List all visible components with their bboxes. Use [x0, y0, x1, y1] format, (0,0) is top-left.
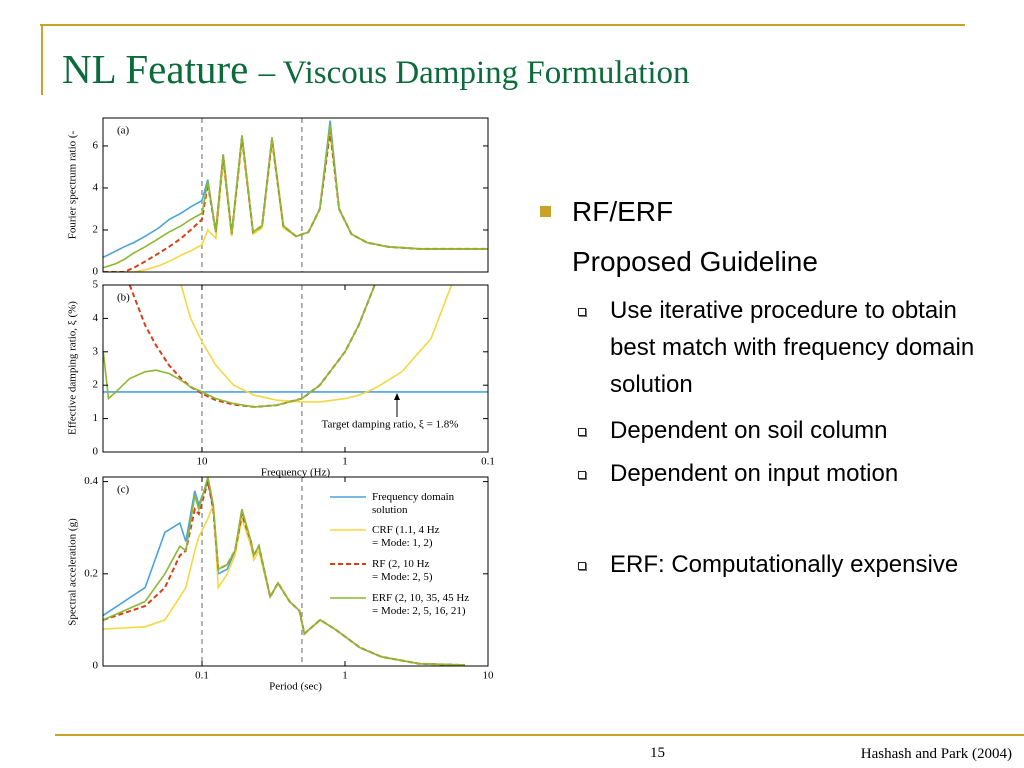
item-text: Dependent on soil column: [610, 417, 888, 444]
x-tick-label: 1: [342, 456, 348, 468]
bullet: [578, 428, 586, 436]
plot-frame: [102, 284, 489, 453]
y-tick-label: 0.2: [84, 567, 98, 579]
y-tick-label: 6: [93, 139, 99, 151]
y-axis-label: Spectral acceleration (g): [67, 518, 79, 626]
y-tick-label: 0: [93, 446, 99, 458]
x-tick-label: 0.1: [481, 456, 495, 468]
series-line: [103, 131, 488, 272]
series-line: [180, 285, 453, 403]
x-tick-label: 0.1: [195, 670, 209, 682]
series-line: [128, 285, 376, 408]
legend-label: RF (2, 10 Hz = Mode: 2, 5): [372, 558, 433, 583]
panel-tag: (a): [117, 125, 130, 137]
bullet-item: Dependent on input motion: [578, 455, 982, 492]
slide-title: NL Feature – Viscous Damping Formulation: [62, 44, 690, 98]
heading: RF/ERF: [540, 194, 674, 230]
series-line: [103, 124, 488, 269]
heading-text: RF/ERF: [572, 196, 674, 227]
bullet: [540, 206, 551, 217]
subheading: Proposed Guideline: [572, 246, 818, 277]
y-tick-label: 2: [93, 224, 99, 236]
bullet-item: Use iterative procedure to obtain best m…: [578, 292, 982, 403]
item-text: Dependent on input motion: [610, 460, 899, 487]
y-axis-label: Effective damping ratio, ξ (%): [67, 301, 79, 435]
plot-frame: [102, 476, 489, 667]
page-number: 15: [650, 745, 665, 761]
bullet: [578, 471, 586, 479]
y-tick-label: 3: [93, 345, 99, 357]
y-tick-label: 1: [93, 412, 99, 424]
y-tick-label: 0: [93, 266, 99, 278]
plot-frame: [102, 117, 489, 273]
series-line: [103, 477, 466, 666]
x-tick-label: 10: [483, 670, 495, 682]
bullet-item: Dependent on soil column: [578, 412, 982, 449]
y-tick-label: 0.4: [84, 475, 98, 487]
panel-tag: (c): [117, 484, 130, 496]
citation: Hashash and Park (2004): [860, 746, 1012, 762]
arrow-head: [394, 393, 400, 400]
y-tick-label: 4: [93, 312, 99, 324]
series-line: [103, 131, 488, 272]
x-axis-label: Frequency (Hz): [261, 467, 331, 479]
annotation: Target damping ratio, ξ = 1.8%: [322, 419, 459, 431]
y-tick-label: 5: [93, 279, 99, 291]
x-tick-label: 10: [196, 456, 208, 468]
bullet: [578, 562, 586, 570]
bullet-item: ERF: Computationally expensive: [578, 546, 982, 583]
series-line: [103, 285, 376, 408]
y-tick-label: 0: [93, 660, 99, 672]
y-tick-label: 4: [93, 181, 99, 193]
x-tick-label: 1: [342, 670, 348, 682]
legend-label: ERF (2, 10, 35, 45 Hz = Mode: 2, 5, 16, …: [372, 592, 470, 617]
panel-tag: (b): [117, 292, 130, 304]
item-text: ERF: Computationally expensive: [610, 551, 959, 578]
y-tick-label: 2: [93, 379, 99, 391]
title-main: NL Feature: [62, 46, 249, 92]
legend-label: CRF (1.1, 4 Hz = Mode: 1, 2): [372, 524, 440, 549]
y-axis-label: Fourier spectrum ratio (-: [67, 130, 79, 239]
title-rest: – Viscous Damping Formulation: [258, 55, 690, 91]
item-text: Use iterative procedure to obtain best m…: [610, 297, 975, 398]
bullet: [578, 308, 586, 316]
x-axis-label: Period (sec): [269, 681, 322, 693]
legend-label: Frequency domain solution: [372, 491, 455, 516]
